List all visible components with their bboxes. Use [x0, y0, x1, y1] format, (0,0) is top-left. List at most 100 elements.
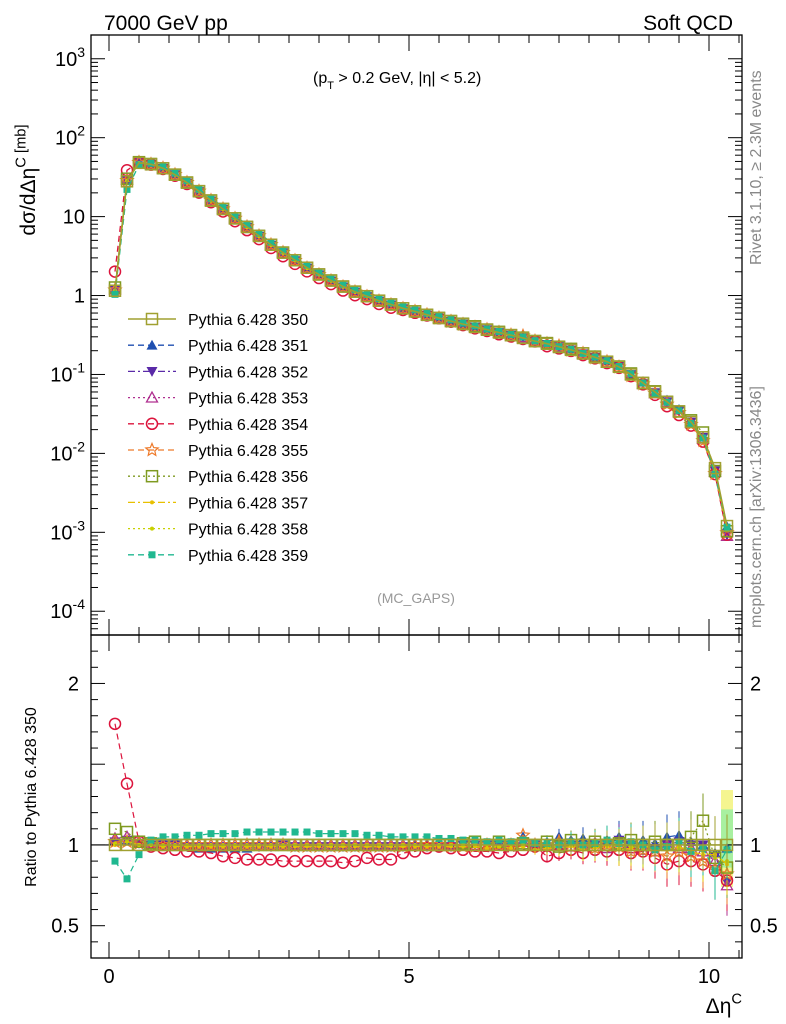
ratio-point — [168, 838, 182, 852]
data-point — [312, 268, 326, 281]
data-point — [695, 432, 711, 448]
legend-marker — [146, 339, 158, 350]
legend-entry: Pythia 6.428 353 — [128, 391, 308, 408]
ratio-point — [360, 851, 374, 865]
ratio-point — [720, 838, 734, 852]
ratio-point — [204, 838, 218, 852]
data-point — [372, 294, 386, 307]
legend-label: Pythia 6.428 358 — [188, 522, 308, 539]
legend-entry: Pythia 6.428 352 — [128, 364, 308, 381]
data-point — [375, 295, 383, 303]
data-point — [111, 290, 119, 298]
ratio-point — [219, 830, 227, 838]
data-point — [588, 351, 602, 364]
legend-marker — [148, 551, 156, 559]
ratio-point — [303, 828, 311, 836]
axis-labels: dσ/dΔηC [mb] Ratio to Pythia 6.428 350 ΔηC — [14, 124, 743, 1018]
legend-label: Pythia 6.428 351 — [188, 338, 308, 355]
data-point — [492, 326, 506, 339]
ratio-point — [468, 838, 482, 852]
legend-entry: Pythia 6.428 355 — [128, 441, 308, 460]
data-point — [708, 461, 722, 475]
legend-entry: Pythia 6.428 356 — [128, 469, 308, 486]
data-point — [327, 274, 335, 282]
data-point — [431, 309, 447, 325]
ratio-point — [348, 838, 362, 852]
ratio-point — [276, 854, 290, 868]
series-pythia-6428-350 — [108, 156, 734, 533]
legend-label: Pythia 6.428 356 — [188, 469, 308, 486]
data-point — [179, 174, 195, 190]
data-point — [396, 302, 410, 315]
legend-entry: Pythia 6.428 357 — [128, 495, 308, 512]
ratio-point — [564, 838, 578, 852]
data-point — [495, 328, 503, 336]
ratio-point — [336, 856, 350, 869]
data-point — [215, 200, 231, 216]
y-tick-label: 10-2 — [50, 438, 85, 465]
ratio-point — [312, 838, 326, 852]
x-tick-label: 10 — [698, 966, 720, 988]
ratio-point — [120, 777, 134, 790]
ratio-point — [252, 838, 266, 852]
data-point — [468, 320, 482, 334]
ratio-point — [183, 831, 191, 839]
data-point — [315, 268, 323, 276]
legend-label: Pythia 6.428 357 — [188, 495, 308, 512]
ratio-panel: 0.5 0.5 1 1 2 2 0 5 10 — [51, 634, 778, 988]
ratio-point — [120, 825, 134, 839]
ratio-point — [288, 838, 302, 852]
data-point — [243, 220, 251, 228]
data-point — [351, 285, 359, 293]
data-point — [299, 260, 315, 275]
ratio-point — [339, 830, 347, 838]
data-point — [183, 177, 191, 185]
data-point — [287, 252, 303, 268]
ratio-point — [408, 838, 422, 852]
ratio-y-tick-label-right: 0.5 — [750, 916, 778, 938]
ratio-point — [552, 838, 566, 852]
legend: Pythia 6.428 350 Pythia 6.428 351 Pythia 6… — [128, 312, 308, 565]
data-point — [255, 229, 263, 237]
ratio-point — [600, 838, 614, 852]
data-point — [195, 185, 203, 193]
ratio-point — [240, 853, 254, 866]
y-tick-label: 102 — [55, 123, 85, 150]
ratio-point — [156, 838, 170, 852]
ratio-point — [240, 838, 254, 852]
y-axis-label-main: dσ/dΔηC [mb] — [14, 124, 40, 235]
ratio-point — [492, 838, 506, 852]
data-point — [336, 280, 350, 293]
y-tick-label: 10-1 — [50, 359, 85, 386]
ratio-point — [108, 717, 122, 731]
ratio-point — [360, 838, 374, 852]
data-point — [444, 314, 458, 328]
data-point — [684, 415, 698, 429]
data-point — [600, 355, 614, 368]
data-point — [528, 334, 542, 348]
ratio-point — [276, 838, 290, 852]
ratio-point — [396, 838, 410, 852]
legend-marker — [144, 441, 160, 457]
ratio-point — [228, 851, 242, 865]
data-point — [300, 261, 314, 274]
ratio-point — [456, 838, 470, 852]
data-point — [672, 405, 686, 418]
legend-entry: Pythia 6.428 359 — [128, 548, 308, 565]
legend-marker — [145, 417, 159, 431]
ratio-point — [399, 833, 407, 841]
data-point — [324, 274, 338, 287]
mcplots-label: mcplots.cern.ch [arXiv:1306.3436] — [748, 386, 765, 628]
ratio-point — [144, 838, 158, 852]
ratio-point — [132, 838, 146, 852]
ratio-point — [648, 838, 662, 852]
legend-marker — [145, 390, 159, 403]
x-tick-label: 0 — [103, 966, 114, 988]
ratio-point — [387, 833, 395, 841]
data-point — [687, 419, 695, 427]
ratio-y-tick-label: 0.5 — [51, 916, 79, 938]
data-point — [231, 212, 239, 220]
ratio-point — [447, 834, 455, 842]
data-point — [108, 284, 122, 297]
